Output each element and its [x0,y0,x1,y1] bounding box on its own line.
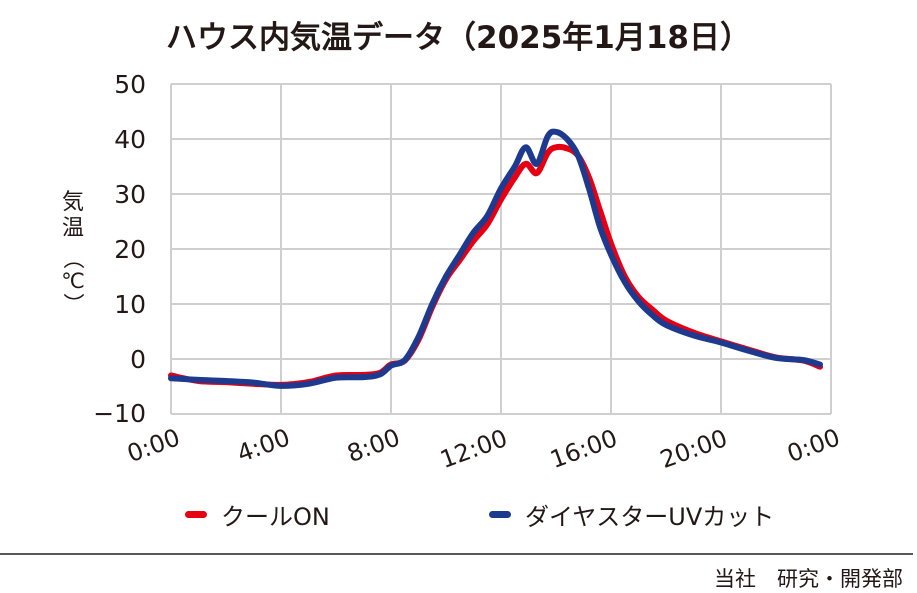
legend-label: ダイヤスターUVカット [525,503,775,531]
y-axis-label-char: 温 [61,216,84,241]
footer-divider [0,553,913,555]
legend-item-cool-on: クールON [185,497,330,532]
y-tick-label: 0 [130,345,146,374]
y-axis-label-char: 気 [61,190,84,215]
y-tick-label: 20 [114,235,146,264]
y-tick-label: 10 [114,290,146,319]
legend-swatch-red [185,511,207,518]
grid [170,83,832,415]
series-lines [168,128,823,389]
series-line-cool-on [168,143,823,388]
source-credit: 当社 研究・開発部 [714,567,903,591]
y-tick-label: 40 [114,125,146,154]
series-line-diastar-uv-cut [168,128,823,389]
legend-label: クールON [221,503,330,531]
y-tick-label: 30 [114,180,146,209]
legend-item-diastar-uv-cut: ダイヤスターUVカット [489,497,774,532]
legend-swatch-blue [489,511,511,518]
plot-area [168,83,832,415]
chart-title: ハウス内気温データ（2025年1月18日） [166,20,751,56]
y-tick-label: 50 [114,70,146,99]
y-axis-label: 気 温 （℃） [58,190,88,314]
y-axis-label-unit: （℃） [61,248,85,314]
y-tick-label: −10 [93,399,146,428]
